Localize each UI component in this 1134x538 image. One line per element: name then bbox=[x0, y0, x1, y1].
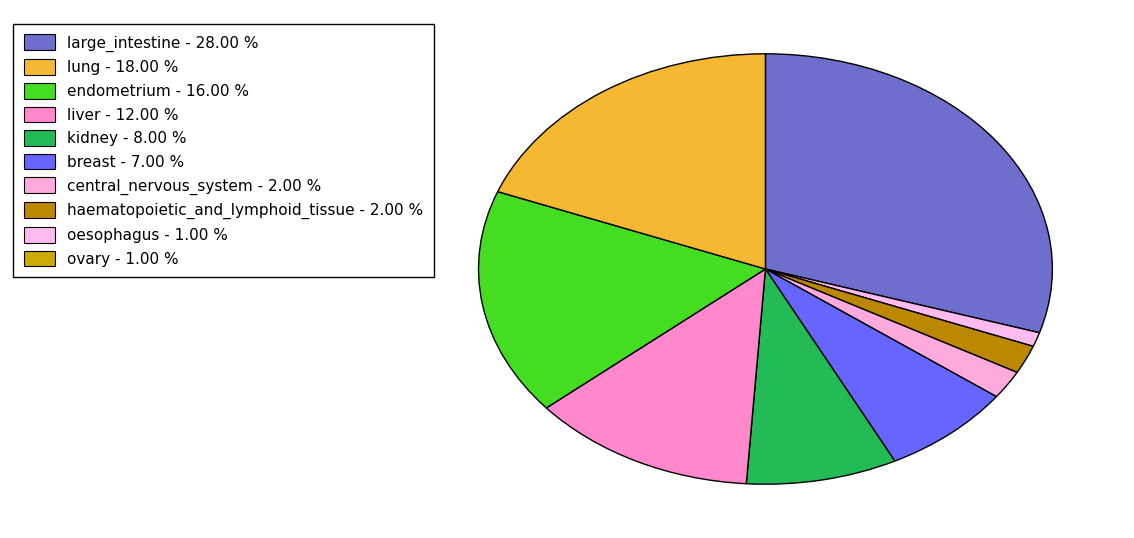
Wedge shape bbox=[498, 54, 765, 269]
Wedge shape bbox=[479, 192, 765, 408]
Wedge shape bbox=[765, 269, 1017, 397]
Wedge shape bbox=[765, 54, 1052, 333]
Wedge shape bbox=[765, 269, 1033, 372]
Wedge shape bbox=[765, 269, 997, 461]
Wedge shape bbox=[746, 269, 895, 484]
Wedge shape bbox=[765, 269, 1040, 346]
Legend: large_intestine - 28.00 %, lung - 18.00 %, endometrium - 16.00 %, liver - 12.00 : large_intestine - 28.00 %, lung - 18.00 … bbox=[14, 24, 433, 278]
Wedge shape bbox=[547, 269, 765, 484]
